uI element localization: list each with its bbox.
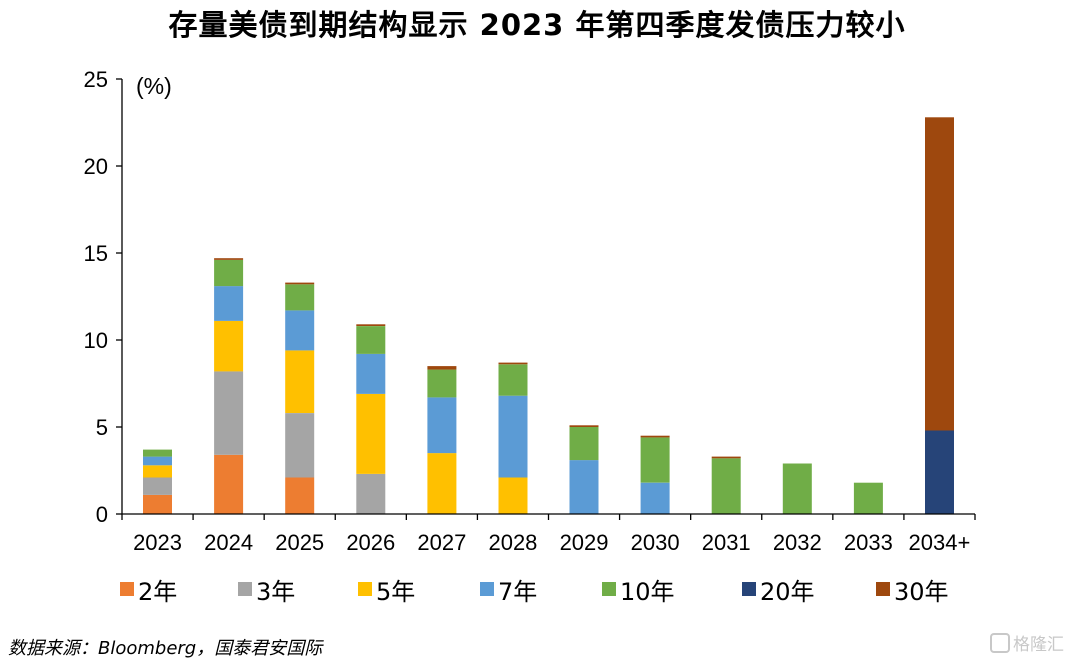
legend-swatch-s5 [742,582,756,596]
bar-segment-2027-s6 [427,366,457,370]
bar-segment-2034+-s6 [925,117,954,431]
bar-segment-2031-s4 [711,458,741,514]
x-tick-label-2034+: 2034+ [909,530,971,555]
x-tick-label-2027: 2027 [417,530,466,555]
bar-segment-2025-s6 [285,282,315,285]
bar-segment-2025-s3 [285,310,315,351]
x-tick-label-2032: 2032 [773,530,822,555]
bar-segment-2025-s1 [285,413,315,478]
y-tick-label-0: 0 [96,502,108,527]
bar-segment-2028-s6 [498,362,528,365]
legend-swatch-s4 [602,582,616,596]
x-tick-label-2031: 2031 [702,530,751,555]
legend: 2年 3年 5年 7年 10年 20年 30年 [120,578,949,606]
x-tick-label-2029: 2029 [560,530,609,555]
bar-segment-2029-s6 [569,425,599,427]
bar-segment-2032-s4 [782,463,812,514]
bar-segment-2028-s4 [498,364,528,396]
legend-swatch-s6 [876,582,890,596]
bar-segment-2024-s0 [214,454,244,514]
x-tick-label-2026: 2026 [346,530,395,555]
bar-segment-2026-s4 [356,326,386,354]
bar-segment-2026-s1 [356,474,386,514]
bar-segment-2025-s0 [285,477,315,514]
bar-segment-2024-s2 [214,320,244,372]
y-tick-label-15: 15 [84,241,108,266]
bar-segment-2026-s2 [356,393,386,474]
bar-segment-2026-s6 [356,324,386,326]
x-tick-label-2023: 2023 [133,530,182,555]
source-note: 数据来源：Bloomberg，国泰君安国际 [8,638,323,659]
legend-label-s0: 2年 [138,578,177,606]
watermark: 格隆汇 [990,630,1064,655]
legend-label-s2: 5年 [376,578,415,606]
legend-label-s5: 20年 [760,578,815,606]
bar-segment-2027-s2 [427,453,457,514]
bar-segment-2030-s6 [640,435,670,438]
y-tick-label-5: 5 [96,415,108,440]
bar-segment-2030-s3 [640,482,670,514]
legend-swatch-s2 [358,582,372,596]
bar-segment-2029-s4 [569,427,599,461]
bar-segment-2033-s4 [853,482,883,514]
legend-label-s4: 10年 [620,578,675,606]
legend-label-s6: 30年 [894,578,949,606]
legend-swatch-s1 [238,582,252,596]
y-tick-label-20: 20 [84,154,108,179]
bars-layer [143,117,954,514]
bar-segment-2023-s1 [143,477,172,495]
bar-segment-2024-s6 [214,258,244,260]
y-tick-label-25: 25 [84,67,108,92]
legend-swatch-s0 [120,582,134,596]
bar-segment-2024-s3 [214,286,244,321]
y-axis-label: (%) [136,73,172,99]
y-tick-label-10: 10 [84,328,108,353]
watermark-logo-icon [990,633,1010,653]
bar-segment-2025-s2 [285,350,315,413]
bar-segment-2030-s4 [640,437,670,483]
bar-segment-2028-s2 [498,477,528,514]
x-tick-label-2024: 2024 [204,530,253,555]
bar-segment-2028-s3 [498,395,528,478]
bar-segment-2027-s3 [427,397,457,454]
bar-segment-2023-s2 [143,465,172,478]
x-tick-label-2033: 2033 [844,530,893,555]
bar-segment-2031-s6 [711,456,741,459]
bar-segment-2024-s1 [214,371,244,455]
bar-segment-2023-s3 [143,456,172,466]
legend-label-s1: 3年 [256,578,295,606]
x-tick-label-2025: 2025 [275,530,324,555]
bar-segment-2023-s4 [143,449,172,457]
legend-swatch-s3 [480,582,494,596]
x-tick-label-2028: 2028 [488,530,537,555]
chart-title: 存量美债到期结构显示 2023 年第四季度发债压力较小 [168,8,906,42]
bar-segment-2024-s4 [214,260,244,287]
bar-segment-2029-s3 [569,460,599,514]
x-tick-label-2030: 2030 [631,530,680,555]
bar-segment-2034+-s5 [925,430,954,514]
watermark-text: 格隆汇 [1013,635,1064,655]
bar-segment-2027-s4 [427,369,457,398]
bar-segment-2025-s4 [285,284,315,311]
bar-segment-2023-s0 [143,494,172,514]
legend-label-s3: 7年 [498,578,537,606]
bar-segment-2026-s3 [356,353,386,394]
